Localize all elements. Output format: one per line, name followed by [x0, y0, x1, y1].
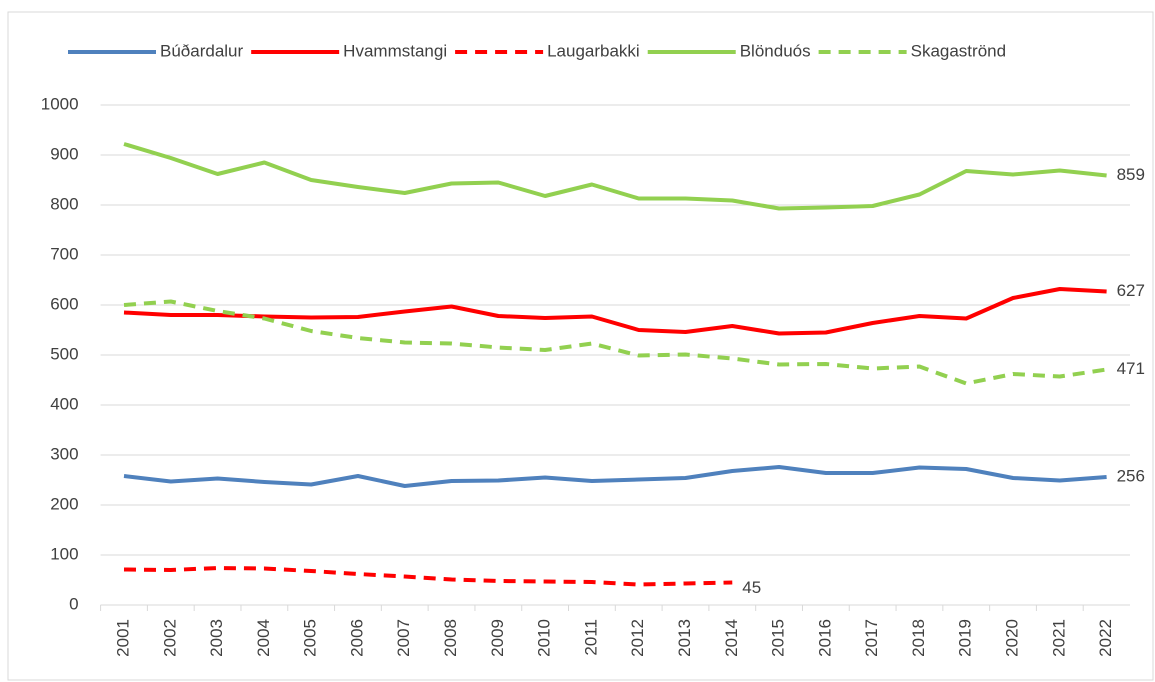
x-tick-label: 2008 [441, 619, 460, 657]
legend-label: Búðardalur [160, 41, 244, 60]
x-tick-label: 2007 [394, 619, 413, 657]
x-tick-label: 2021 [1049, 619, 1068, 657]
x-tick-label: 2010 [535, 619, 554, 657]
series-line [123, 287, 1107, 336]
x-tick-label: 2020 [1003, 619, 1022, 657]
x-tick-label: 2014 [722, 619, 741, 657]
y-tick-label: 400 [50, 394, 78, 413]
x-tick-label: 2012 [628, 619, 647, 657]
x-tick-label: 2017 [862, 619, 881, 657]
series-line [123, 299, 1107, 386]
y-tick-label: 800 [50, 194, 78, 213]
y-tick-label: 900 [50, 144, 78, 163]
y-tick-label: 200 [50, 494, 78, 513]
series-line [123, 142, 1107, 211]
x-tick-label: 2018 [909, 619, 928, 657]
x-tick-label: 2001 [113, 619, 132, 657]
x-tick-label: 2011 [581, 619, 600, 656]
y-tick-label: 600 [50, 294, 78, 313]
x-tick-label: 2005 [301, 619, 320, 657]
data-label: 45 [742, 578, 761, 597]
x-tick-label: 2006 [347, 619, 366, 657]
data-label: 256 [1117, 466, 1145, 485]
x-tick-label: 2015 [769, 619, 788, 657]
x-tick-label: 2013 [675, 619, 694, 657]
x-tick-label: 2002 [160, 619, 179, 657]
y-tick-label: 1000 [41, 94, 79, 113]
data-label: 471 [1117, 359, 1145, 378]
legend-label: Hvammstangi [343, 41, 447, 60]
legend-label: Skagaströnd [911, 41, 1006, 60]
y-tick-label: 500 [50, 344, 78, 363]
y-tick-label: 300 [50, 444, 78, 463]
y-tick-label: 100 [50, 544, 78, 563]
data-label: 859 [1117, 165, 1145, 184]
legend-label: Laugarbakki [547, 41, 640, 60]
data-label: 627 [1117, 281, 1145, 300]
x-tick-label: 2019 [956, 619, 975, 657]
y-tick-label: 700 [50, 244, 78, 263]
x-tick-label: 2016 [815, 619, 834, 657]
y-tick-label: 0 [69, 594, 78, 613]
x-tick-label: 2022 [1096, 619, 1115, 657]
legend-label: Blönduós [740, 41, 811, 60]
series-line [123, 465, 1107, 488]
series-line [123, 566, 733, 587]
x-tick-label: 2004 [254, 619, 273, 657]
x-tick-label: 2003 [207, 619, 226, 657]
x-tick-label: 2009 [488, 619, 507, 657]
